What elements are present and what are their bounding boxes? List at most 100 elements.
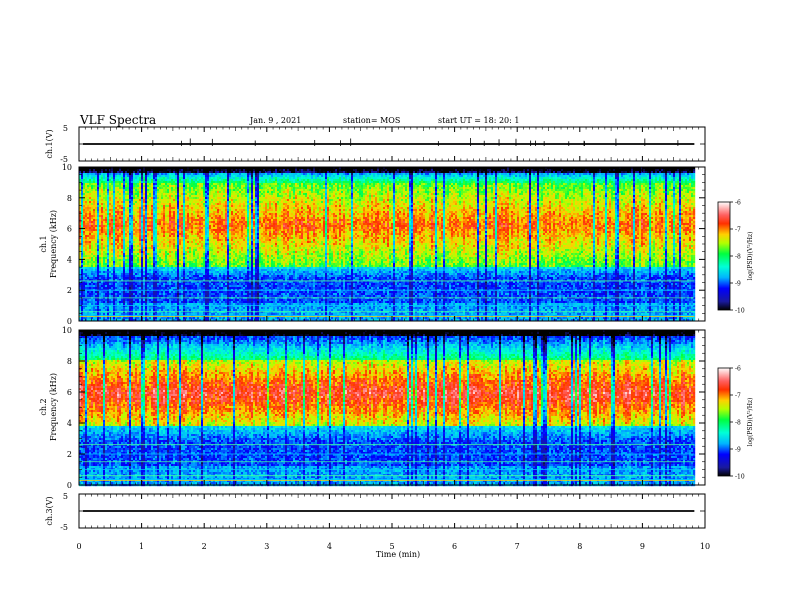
spectrogram-cell bbox=[93, 211, 95, 213]
spectrogram-cell bbox=[101, 237, 103, 239]
spectrogram-cell bbox=[101, 177, 103, 179]
spectrogram-cell bbox=[85, 221, 87, 223]
spectrogram-cell bbox=[83, 201, 85, 203]
spectrogram-cell bbox=[81, 193, 83, 195]
spectrogram-cell bbox=[81, 309, 83, 311]
spectrogram-cell bbox=[101, 301, 103, 303]
spectrogram-cell bbox=[95, 263, 97, 265]
spectrogram-cell bbox=[85, 309, 87, 311]
spectrogram-cell bbox=[99, 283, 101, 285]
spectrogram-cell bbox=[99, 247, 101, 249]
spectrogram-cell bbox=[87, 271, 89, 273]
spectrogram-cell bbox=[99, 235, 101, 237]
spectrogram-cell bbox=[87, 259, 89, 261]
spectrogram-cell bbox=[97, 247, 99, 249]
spectrogram-cell bbox=[89, 307, 91, 309]
spectrogram-cell bbox=[97, 231, 99, 233]
spectrogram-cell bbox=[97, 213, 99, 215]
spectrogram-cell bbox=[83, 245, 85, 247]
spectrogram-cell bbox=[83, 229, 85, 231]
spectrogram-cell bbox=[83, 253, 85, 255]
spectrogram-cell bbox=[103, 171, 105, 173]
spectrogram-cell bbox=[81, 171, 83, 173]
spectrogram-cell bbox=[105, 169, 107, 171]
spectrogram-cell bbox=[89, 227, 91, 229]
spectrogram-cell bbox=[99, 173, 101, 175]
spectrogram-cell bbox=[91, 213, 93, 215]
spectrogram-cell bbox=[103, 181, 105, 183]
spectrogram-cell bbox=[89, 209, 91, 211]
spectrogram-cell bbox=[91, 265, 93, 267]
spectrogram-cell bbox=[97, 223, 99, 225]
spectrogram-cell bbox=[103, 303, 105, 305]
spectrogram-cell bbox=[103, 247, 105, 249]
spectrogram-cell bbox=[89, 199, 91, 201]
spectrogram-cell bbox=[81, 291, 83, 293]
spectrogram-cell bbox=[85, 243, 87, 245]
spectrogram-cell bbox=[89, 183, 91, 185]
spectrogram-cell bbox=[99, 253, 101, 255]
spectrogram-cell bbox=[85, 219, 87, 221]
spectrogram-cell bbox=[97, 259, 99, 261]
spectrogram-cell bbox=[99, 245, 101, 247]
spectrogram-cell bbox=[89, 179, 91, 181]
spectrogram-cell bbox=[95, 227, 97, 229]
spectrogram-cell bbox=[87, 255, 89, 257]
spectrogram-cell bbox=[99, 191, 101, 193]
spectrogram-cell bbox=[93, 285, 95, 287]
spectrogram-cell bbox=[91, 249, 93, 251]
spectrogram-cell bbox=[103, 313, 105, 315]
spectrogram-cell bbox=[95, 309, 97, 311]
spectrogram-cell bbox=[99, 277, 101, 279]
spectrogram-cell bbox=[97, 191, 99, 193]
spectrogram-cell bbox=[95, 215, 97, 217]
spectrogram-cell bbox=[95, 225, 97, 227]
spectrogram-cell bbox=[91, 175, 93, 177]
spectrogram-cell bbox=[83, 257, 85, 259]
spectrogram-cell bbox=[97, 245, 99, 247]
spectrogram-cell bbox=[97, 217, 99, 219]
spectrogram-cell bbox=[99, 233, 101, 235]
spectrogram-cell bbox=[81, 257, 83, 259]
spectrogram-cell bbox=[103, 299, 105, 301]
spectrogram-cell bbox=[101, 171, 103, 173]
spectrogram-cell bbox=[89, 295, 91, 297]
spectrogram-cell bbox=[81, 317, 83, 319]
spectrogram-cell bbox=[85, 207, 87, 209]
spectrogram-cell bbox=[95, 217, 97, 219]
spectrogram-cell bbox=[91, 271, 93, 273]
spectrogram-cell bbox=[103, 235, 105, 237]
spectrogram-cell bbox=[105, 197, 107, 199]
spectrogram-cell bbox=[91, 239, 93, 241]
spectrogram-cell bbox=[103, 287, 105, 289]
spectrogram-cell bbox=[93, 255, 95, 257]
spectrogram-cell bbox=[81, 233, 83, 235]
spectrogram-cell bbox=[101, 235, 103, 237]
spectrogram-cell bbox=[95, 171, 97, 173]
spectrogram-cell bbox=[101, 183, 103, 185]
spectrogram-cell bbox=[93, 267, 95, 269]
spectrogram-cell bbox=[83, 183, 85, 185]
spectrogram-cell bbox=[93, 177, 95, 179]
spectrogram-cell bbox=[89, 241, 91, 243]
spectrogram-cell bbox=[93, 215, 95, 217]
spectrogram-cell bbox=[81, 287, 83, 289]
spectrogram-cell bbox=[91, 295, 93, 297]
spectrogram-cell bbox=[91, 173, 93, 175]
spectrogram-cell bbox=[93, 301, 95, 303]
spectrogram-cell bbox=[103, 189, 105, 191]
spectrogram-cell bbox=[103, 251, 105, 253]
spectrogram-cell bbox=[95, 253, 97, 255]
spectrogram-cell bbox=[97, 187, 99, 189]
spectrogram-cell bbox=[89, 197, 91, 199]
spectrogram-cell bbox=[81, 217, 83, 219]
spectrogram-cell bbox=[91, 205, 93, 207]
spectrogram-cell bbox=[97, 203, 99, 205]
spectrogram-cell bbox=[105, 181, 107, 183]
spectrogram-cell bbox=[89, 269, 91, 271]
spectrogram-cell bbox=[87, 283, 89, 285]
spectrogram-cell bbox=[105, 215, 107, 217]
spectrogram-cell bbox=[85, 247, 87, 249]
spectrogram-cell bbox=[89, 187, 91, 189]
spectrogram-cell bbox=[99, 239, 101, 241]
